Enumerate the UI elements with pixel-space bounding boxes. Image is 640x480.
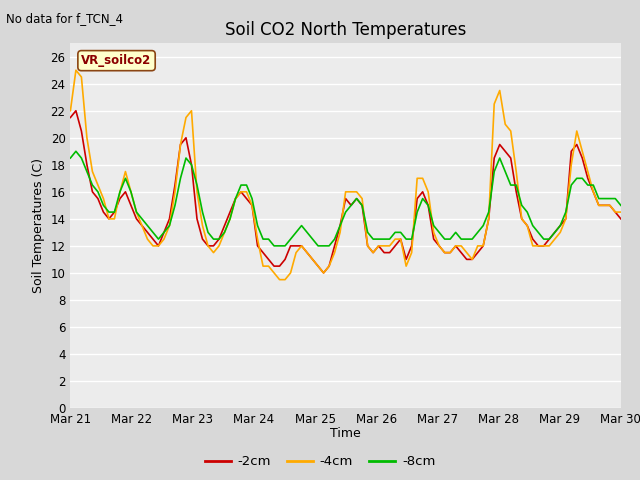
Text: VR_soilco2: VR_soilco2 [81,54,152,67]
Y-axis label: Soil Temperatures (C): Soil Temperatures (C) [32,158,45,293]
Text: No data for f_TCN_4: No data for f_TCN_4 [6,12,124,25]
Title: Soil CO2 North Temperatures: Soil CO2 North Temperatures [225,21,467,39]
Legend: -2cm, -4cm, -8cm: -2cm, -4cm, -8cm [199,450,441,473]
X-axis label: Time: Time [330,427,361,440]
